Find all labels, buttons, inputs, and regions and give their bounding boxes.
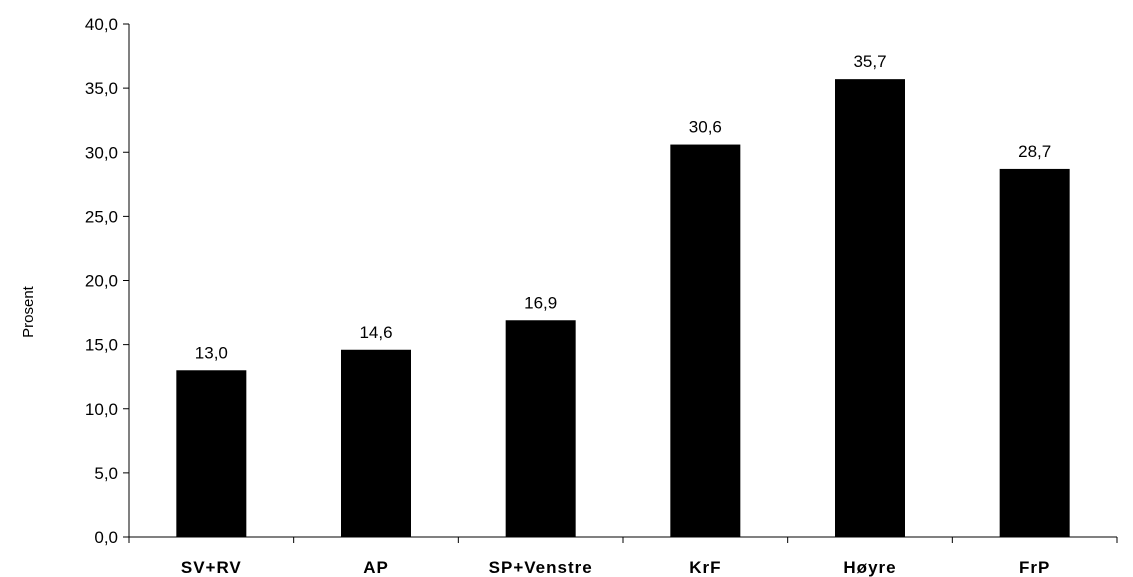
x-tick-label: AP: [363, 558, 389, 577]
bar: [505, 320, 576, 537]
y-axis: 0,0 5,0 10,0 15,0 20,0 25,0 30,0 35,0 40,0: [85, 15, 130, 547]
y-tick-label: 0,0: [94, 528, 118, 547]
y-tick-label: 35,0: [85, 79, 118, 98]
y-axis-title: Prosent: [20, 285, 37, 338]
bar: [341, 349, 411, 537]
data-label: 14,6: [359, 323, 392, 342]
x-axis: SV+RV AP SP+Venstre KrF Høyre FrP: [128, 536, 1118, 577]
x-tick-label: KrF: [689, 558, 721, 577]
y-tick-label: 40,0: [85, 15, 118, 34]
bar: [999, 168, 1070, 538]
bar: [176, 370, 247, 537]
x-tick-label: SV+RV: [181, 558, 242, 577]
data-label: 35,7: [853, 52, 886, 71]
y-tick-label: 25,0: [85, 207, 118, 226]
y-tick-label: 30,0: [85, 143, 118, 162]
y-tick-label: 15,0: [85, 336, 118, 355]
bar: [835, 79, 905, 538]
bar: [670, 144, 741, 537]
value-labels: 13,0 14,6 16,9 30,6 35,7 28,7: [195, 52, 1051, 362]
data-label: 30,6: [689, 118, 722, 137]
y-tick-label: 10,0: [85, 400, 118, 419]
x-tick-label: Høyre: [843, 558, 896, 577]
y-tick-label: 20,0: [85, 272, 118, 291]
bars: [176, 79, 1070, 538]
x-tick-label: FrP: [1019, 558, 1050, 577]
data-label: 28,7: [1018, 142, 1051, 161]
data-label: 16,9: [524, 293, 557, 312]
x-tick-label: SP+Venstre: [489, 558, 593, 577]
y-tick-label: 5,0: [94, 464, 118, 483]
data-label: 13,0: [195, 343, 228, 362]
